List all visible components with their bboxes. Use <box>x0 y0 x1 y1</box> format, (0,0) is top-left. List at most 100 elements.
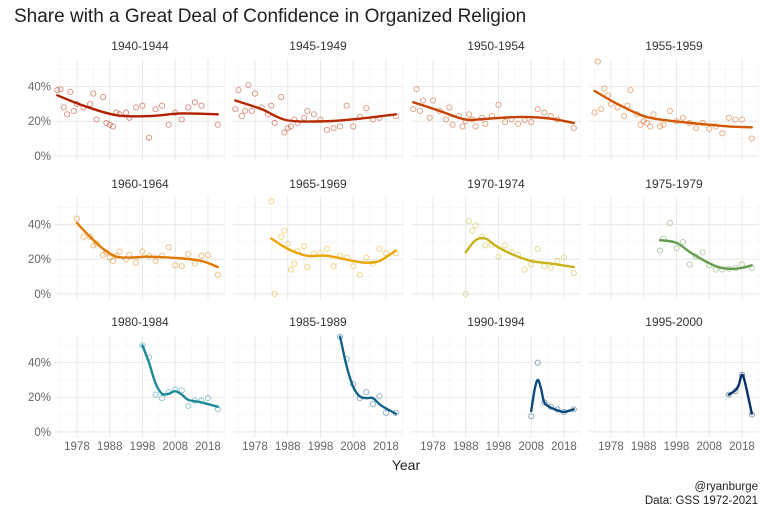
data-point <box>350 263 357 270</box>
data-point <box>350 123 357 130</box>
data-point <box>410 106 417 113</box>
data-point <box>541 263 548 270</box>
data-point <box>139 102 146 109</box>
data-point <box>287 266 295 273</box>
data-point <box>363 389 370 396</box>
x-axis-label: Year <box>392 457 421 473</box>
data-point <box>330 263 337 270</box>
data-point <box>103 119 110 127</box>
data-point <box>679 238 687 245</box>
trend-line <box>270 237 397 264</box>
data-point <box>534 359 541 366</box>
data-point <box>191 99 198 106</box>
x-tick-label: 1978 <box>420 441 446 453</box>
data-point <box>738 116 746 123</box>
data-point <box>501 119 509 126</box>
data-point <box>251 90 258 97</box>
data-point <box>278 233 285 240</box>
y-tick-label: 0% <box>34 151 51 163</box>
data-point <box>178 263 185 270</box>
data-point <box>109 123 117 130</box>
trend-line <box>530 378 575 414</box>
data-point <box>139 248 146 255</box>
data-point <box>706 125 713 133</box>
panel-1965-1969: 1965-1969 <box>233 177 403 299</box>
data-point <box>304 263 311 271</box>
x-tick-label: 1988 <box>97 441 123 453</box>
data-point <box>106 254 113 261</box>
data-point <box>271 290 278 297</box>
data-point <box>93 116 100 123</box>
data-point <box>686 261 693 268</box>
data-point <box>330 125 337 132</box>
data-point <box>198 252 205 259</box>
data-point <box>304 107 311 114</box>
caption-author: @ryanburge <box>695 481 758 493</box>
x-tick-label: 2018 <box>729 441 755 453</box>
data-point <box>426 114 433 121</box>
data-point <box>185 402 192 409</box>
data-point <box>620 113 628 120</box>
data-point <box>719 130 726 137</box>
y-tick-label: 40% <box>28 358 51 370</box>
data-point <box>287 123 295 130</box>
data-point <box>363 105 370 112</box>
data-point <box>442 116 450 123</box>
data-point <box>521 266 528 273</box>
data-point <box>598 106 605 113</box>
data-point <box>291 260 298 267</box>
data-point <box>159 102 166 109</box>
data-point <box>67 88 74 95</box>
data-point <box>560 254 568 261</box>
caption-source: Data: GSS 1972-2021 <box>645 495 758 507</box>
data-point <box>732 116 739 123</box>
y-tick-label: 40% <box>28 220 51 232</box>
data-point <box>541 109 548 116</box>
data-point <box>462 290 469 297</box>
x-tick-label: 2008 <box>162 441 188 453</box>
facet-label: 1950-1954 <box>467 39 525 53</box>
x-tick-label: 1978 <box>64 441 90 453</box>
data-point <box>570 125 577 132</box>
data-point <box>73 215 80 222</box>
data-point <box>446 104 453 111</box>
x-tick-label: 1978 <box>242 441 268 453</box>
data-point <box>547 264 554 271</box>
data-point <box>650 111 657 118</box>
data-point <box>198 102 205 109</box>
x-tick-label: 2018 <box>551 441 577 453</box>
data-point <box>376 245 383 252</box>
trend-line <box>141 344 219 408</box>
x-tick-label: 1998 <box>486 441 512 453</box>
facet-label: 1945-1949 <box>289 39 347 53</box>
data-point <box>666 107 673 114</box>
data-point <box>86 233 94 240</box>
trend-line <box>75 221 219 269</box>
data-point <box>54 87 61 94</box>
data-point <box>465 111 473 118</box>
data-point <box>693 125 700 132</box>
data-point <box>238 113 245 120</box>
y-tick-label: 0% <box>34 427 51 439</box>
data-point <box>268 102 275 109</box>
data-point <box>232 106 239 113</box>
y-tick-label: 40% <box>28 82 51 94</box>
panel-1980-1984: 1980-1984 0% 20% 40% 1978 1988 1998 2008 2018 <box>28 315 225 453</box>
x-tick-label: 2008 <box>696 441 722 453</box>
panel-1960-1964: 1960-1964 0% 20% 40% <box>28 177 225 301</box>
data-point <box>281 227 288 234</box>
data-point <box>637 121 644 128</box>
data-point <box>116 248 123 255</box>
data-point <box>132 104 139 111</box>
data-point <box>278 93 285 101</box>
trend-line <box>658 239 753 271</box>
data-point <box>165 244 172 251</box>
panel-1940-1944: 1940-1944 0% 20% 40% <box>28 39 225 163</box>
panel-1955-1959: 1955-1959 <box>589 39 759 161</box>
data-point <box>495 101 502 108</box>
data-point <box>93 240 100 247</box>
data-point <box>356 271 363 278</box>
data-point <box>528 413 535 420</box>
data-point <box>268 198 275 205</box>
data-point <box>301 243 308 250</box>
